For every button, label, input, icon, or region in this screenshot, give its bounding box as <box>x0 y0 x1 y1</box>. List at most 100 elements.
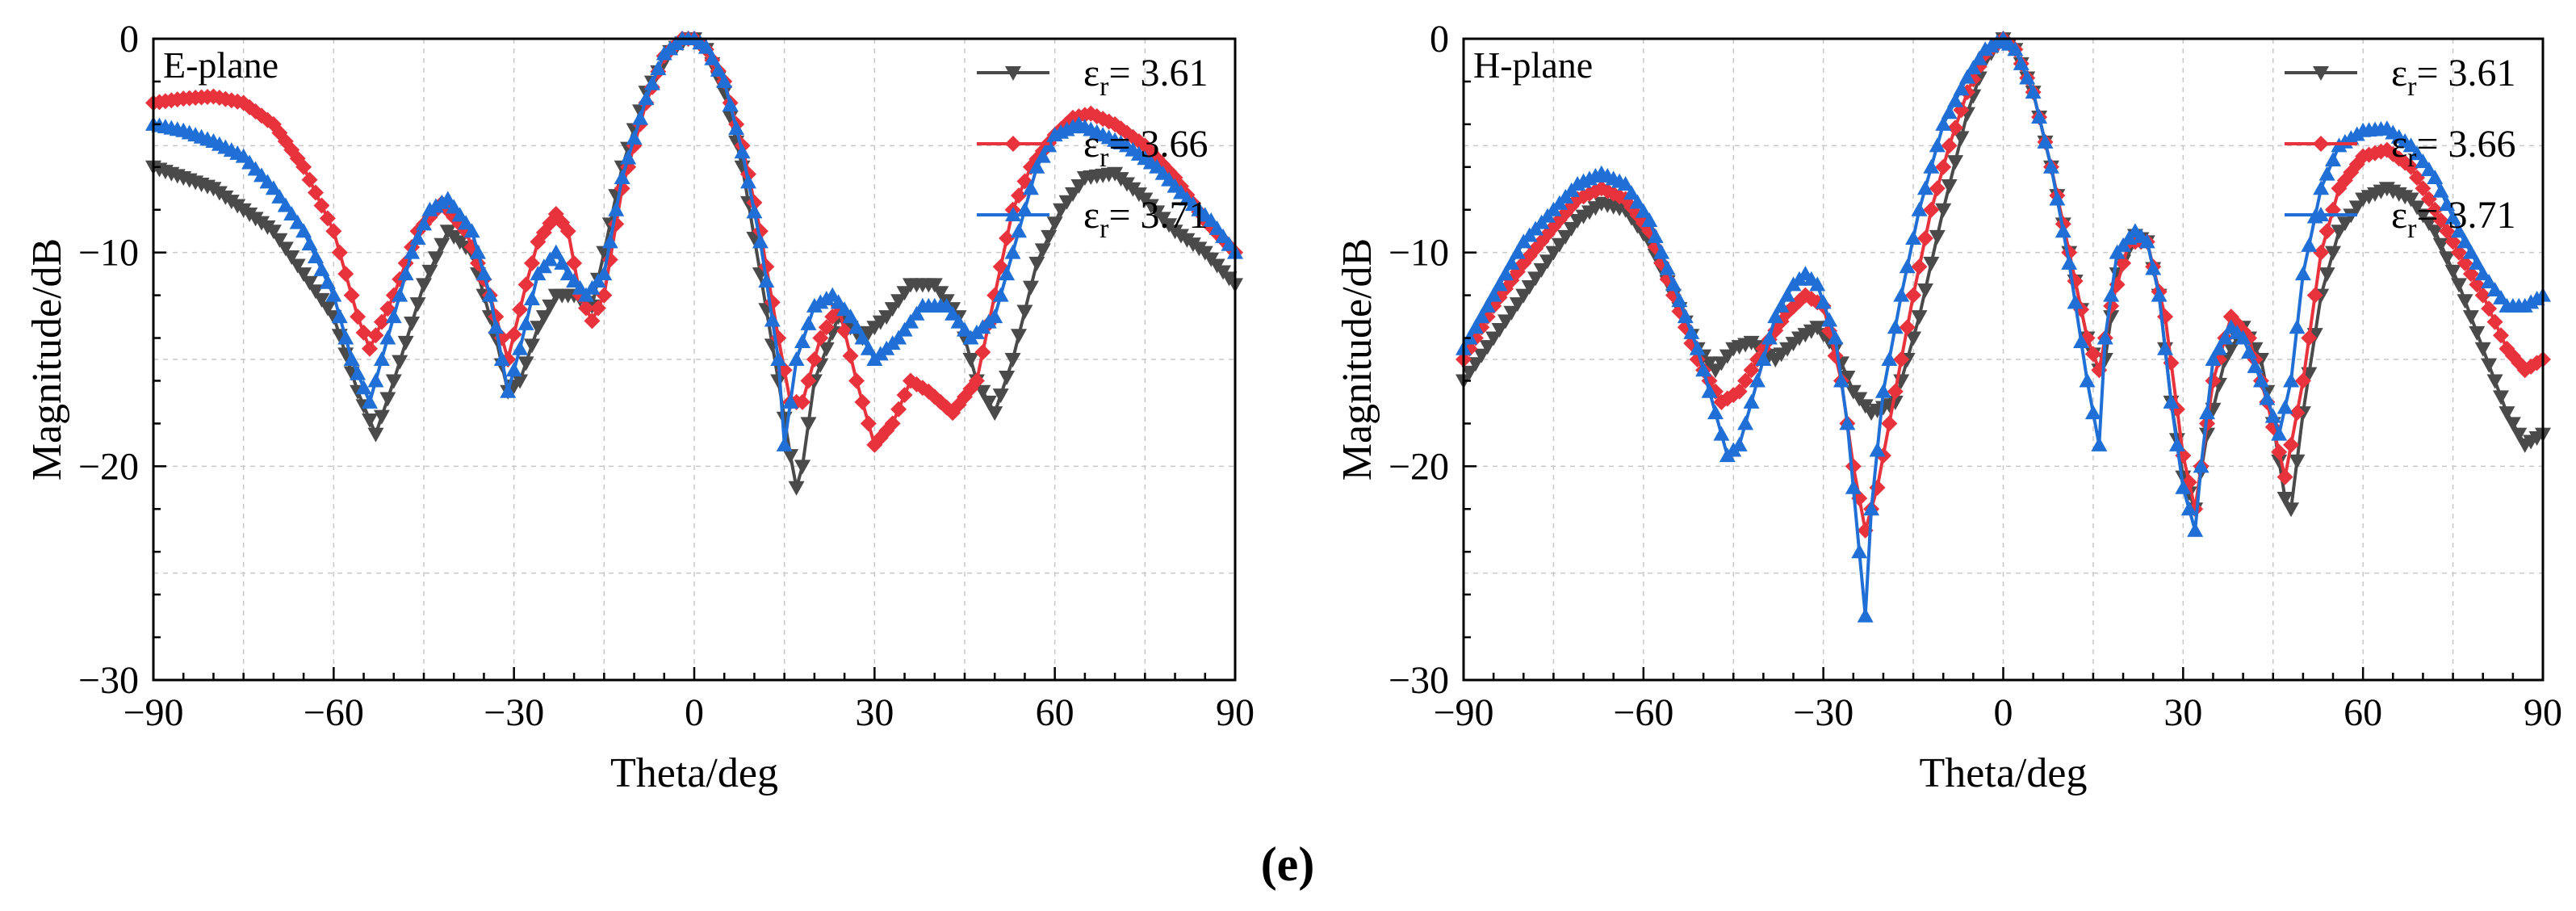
data-marker <box>999 371 1016 386</box>
data-marker <box>854 330 871 345</box>
data-marker <box>1905 230 1922 246</box>
legend-entry: εr= 3.66 <box>977 123 1208 173</box>
data-marker <box>277 197 294 212</box>
series-371 <box>145 31 1243 451</box>
data-marker <box>1839 415 1856 430</box>
data-marker <box>1491 276 1508 292</box>
data-marker <box>1923 201 1940 218</box>
data-marker <box>1221 236 1238 251</box>
legend-value: = 3.71 <box>2416 194 2515 237</box>
data-marker <box>1551 237 1568 253</box>
data-marker <box>1016 201 1033 216</box>
data-marker <box>896 286 913 301</box>
data-marker <box>608 201 625 216</box>
data-marker <box>2444 264 2461 279</box>
data-marker <box>643 75 660 90</box>
data-marker <box>1521 280 1538 296</box>
data-marker <box>343 351 360 366</box>
data-marker <box>968 372 985 389</box>
data-marker <box>2415 208 2431 224</box>
data-marker <box>1887 319 1904 334</box>
data-marker <box>2469 254 2486 270</box>
data-marker <box>758 272 775 288</box>
data-marker <box>373 409 390 425</box>
panel-label: H-plane <box>1473 44 1593 86</box>
data-marker <box>1467 357 1484 372</box>
data-marker <box>2444 209 2461 225</box>
data-marker <box>2271 426 2288 441</box>
data-marker <box>722 97 739 112</box>
data-marker <box>530 321 547 336</box>
data-marker <box>1707 405 1724 420</box>
data-marker <box>2409 145 2426 161</box>
data-marker <box>392 355 408 370</box>
legend-symbol: ε <box>2391 194 2407 237</box>
x-tick-label: 60 <box>1036 691 1074 734</box>
data-marker <box>505 326 522 343</box>
data-marker <box>842 309 859 324</box>
legend-value: = 3.71 <box>1108 194 1208 237</box>
data-marker <box>2235 330 2251 345</box>
legend-subscript: r <box>2407 72 2417 102</box>
data-marker <box>524 291 540 306</box>
data-marker <box>2439 196 2456 212</box>
data-marker <box>824 309 841 325</box>
data-marker <box>2271 454 2288 469</box>
data-marker <box>385 309 402 324</box>
legend-entry: εr= 3.61 <box>2285 52 2516 102</box>
data-marker <box>1022 180 1039 195</box>
data-marker <box>980 395 997 410</box>
data-marker <box>1641 223 1658 240</box>
data-marker <box>1929 229 1946 245</box>
legend-label: εr= 3.61 <box>2391 52 2516 102</box>
data-marker <box>1623 185 1640 200</box>
data-marker <box>331 309 348 324</box>
legend-entry: εr= 3.61 <box>977 52 1208 102</box>
data-marker <box>1509 244 1526 259</box>
data-marker <box>945 305 961 321</box>
data-marker <box>704 50 721 65</box>
y-tick-label: 0 <box>119 18 139 61</box>
data-marker <box>1053 203 1070 218</box>
data-marker <box>1916 283 1933 298</box>
data-marker <box>2222 342 2239 357</box>
data-marker <box>337 266 354 283</box>
data-marker <box>2115 254 2132 271</box>
data-marker <box>505 362 522 377</box>
data-marker <box>2486 281 2503 296</box>
legend-value: = 3.61 <box>1108 52 1208 94</box>
data-marker <box>2427 201 2444 218</box>
data-marker <box>1958 69 1975 84</box>
data-marker <box>986 406 1003 422</box>
legend-subscript: r <box>2407 214 2417 244</box>
data-marker <box>1028 256 1045 271</box>
data-marker <box>392 287 408 302</box>
legend-value: = 3.61 <box>2416 52 2515 94</box>
data-marker <box>584 313 601 330</box>
data-marker <box>434 237 450 253</box>
data-marker <box>818 342 835 357</box>
data-marker <box>1773 297 1790 313</box>
data-marker <box>331 244 348 261</box>
data-marker <box>2289 454 2306 469</box>
legend-value: = 3.66 <box>1108 123 1208 166</box>
data-marker <box>578 300 594 317</box>
x-axis-title: Theta/deg <box>610 750 778 796</box>
data-marker <box>884 415 901 432</box>
data-marker <box>2457 254 2473 271</box>
data-marker <box>409 297 426 313</box>
data-marker <box>488 319 505 334</box>
data-marker <box>289 258 306 274</box>
data-marker <box>1929 137 1946 153</box>
data-marker <box>2427 225 2444 240</box>
data-marker <box>632 110 648 125</box>
data-marker <box>2493 289 2510 304</box>
data-marker <box>1935 158 1952 175</box>
data-marker <box>1779 287 1796 302</box>
data-marker <box>1911 258 1928 275</box>
data-marker <box>2462 244 2479 259</box>
legend-label: εr= 3.71 <box>2391 194 2516 244</box>
data-marker <box>2481 300 2498 317</box>
x-tick-label: −90 <box>123 691 183 734</box>
